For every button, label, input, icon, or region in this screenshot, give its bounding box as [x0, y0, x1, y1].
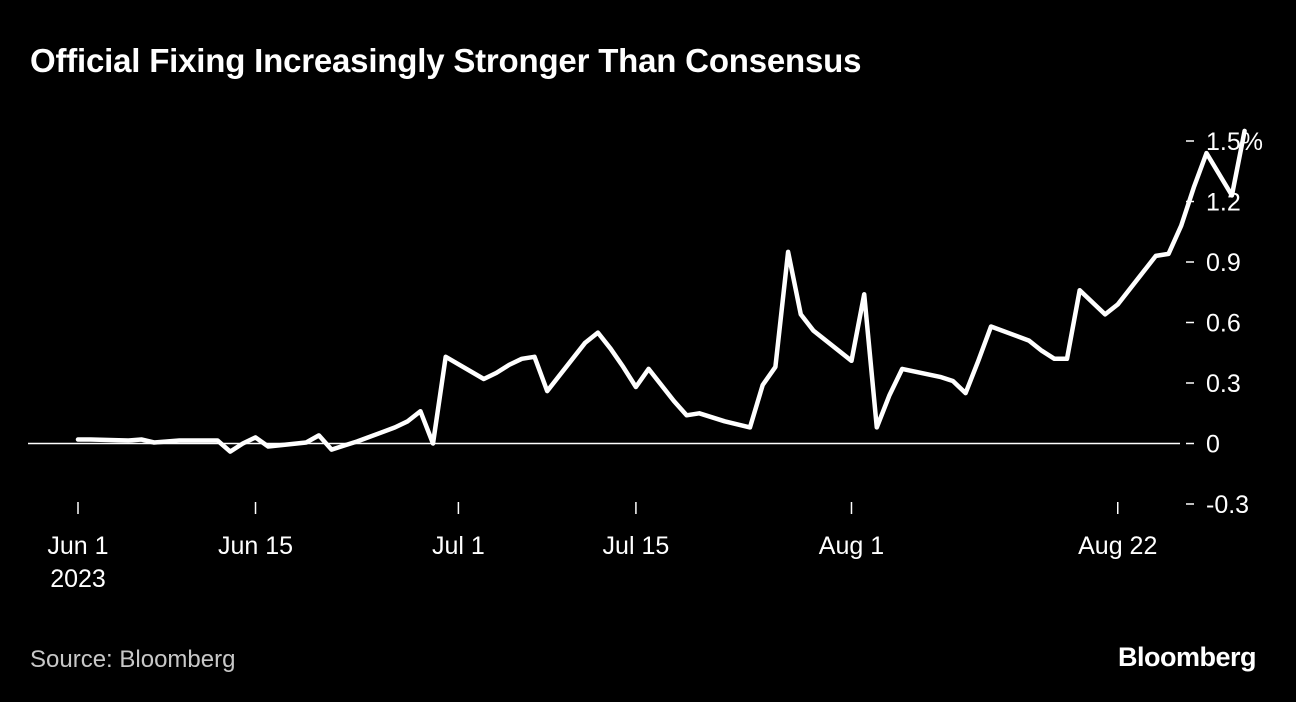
x-tick-label: Jul 1 [432, 532, 485, 560]
y-tick-label: 0.9 [1206, 249, 1241, 277]
y-tick-label: -0.3 [1206, 491, 1249, 519]
y-tick-label: 0 [1206, 431, 1220, 459]
series-layer [75, 128, 1247, 454]
series-line [75, 128, 1247, 454]
y-tick-label: 1.5% [1206, 128, 1263, 156]
y-axis: 1.5% 1.2 0.9 0.6 0.3 0 -0.3 [1186, 128, 1263, 519]
chart-title: Official Fixing Increasingly Stronger Th… [30, 42, 862, 79]
y-tick-label: 0.3 [1206, 370, 1241, 398]
y-tick-label: 1.2 [1206, 189, 1241, 217]
x-axis: Jun 1 2023 Jun 15 Jul 1 Jul 15 Aug 1 Aug 22 [47, 502, 1157, 593]
y-tick-label: 0.6 [1206, 310, 1241, 338]
x-tick-label: Jun 15 [218, 532, 293, 560]
source-note: Source: Bloomberg [30, 646, 236, 673]
x-tick-year-label: 2023 [50, 565, 106, 593]
x-tick-label: Aug 22 [1078, 532, 1157, 560]
x-tick-label: Jul 15 [603, 532, 670, 560]
bloomberg-logo: Bloomberg [1117, 642, 1257, 672]
x-tick-label: Jun 1 [47, 532, 108, 560]
x-tick-label: Aug 1 [819, 532, 884, 560]
